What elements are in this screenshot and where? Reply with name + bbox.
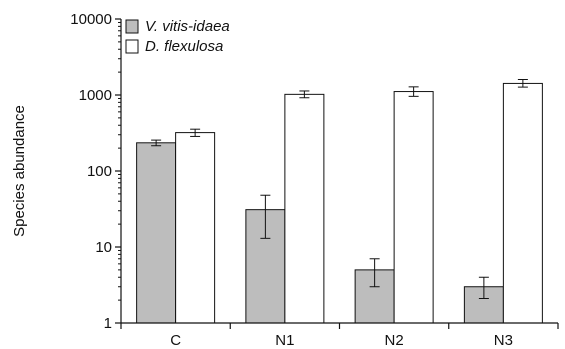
legend-label: V. vitis-idaea [145, 18, 230, 35]
legend-label: D. flexulosa [145, 38, 223, 55]
bar-dfl-c [175, 132, 216, 324]
x-tick-label-n1: N1 [275, 332, 294, 349]
y-axis-title: Species abundance [11, 105, 28, 237]
x-tick-label-c: C [170, 332, 181, 349]
y-tick-label: 10 [95, 239, 112, 256]
legend-swatch [125, 19, 139, 34]
x-tick-label-n2: N2 [385, 332, 404, 349]
plot-area [136, 78, 543, 324]
bar-dfl-n3 [502, 82, 543, 324]
bar-dfl-n1 [284, 93, 325, 324]
legend: V. vitis-idaea D. flexulosa [125, 18, 230, 55]
y-tick-label: 10000 [70, 11, 112, 28]
y-axis: 1 10 100 1000 10000 [70, 11, 122, 332]
bar-vvi-c [136, 142, 177, 324]
y-tick-label: 100 [87, 163, 112, 180]
x-tick-label-n3: N3 [494, 332, 513, 349]
bar-dfl-n2 [393, 91, 434, 324]
y-tick-label: 1000 [79, 87, 112, 104]
y-tick-label: 1 [104, 315, 112, 332]
legend-swatch [125, 39, 139, 54]
x-axis: C N1 N2 N3 [120, 322, 559, 349]
